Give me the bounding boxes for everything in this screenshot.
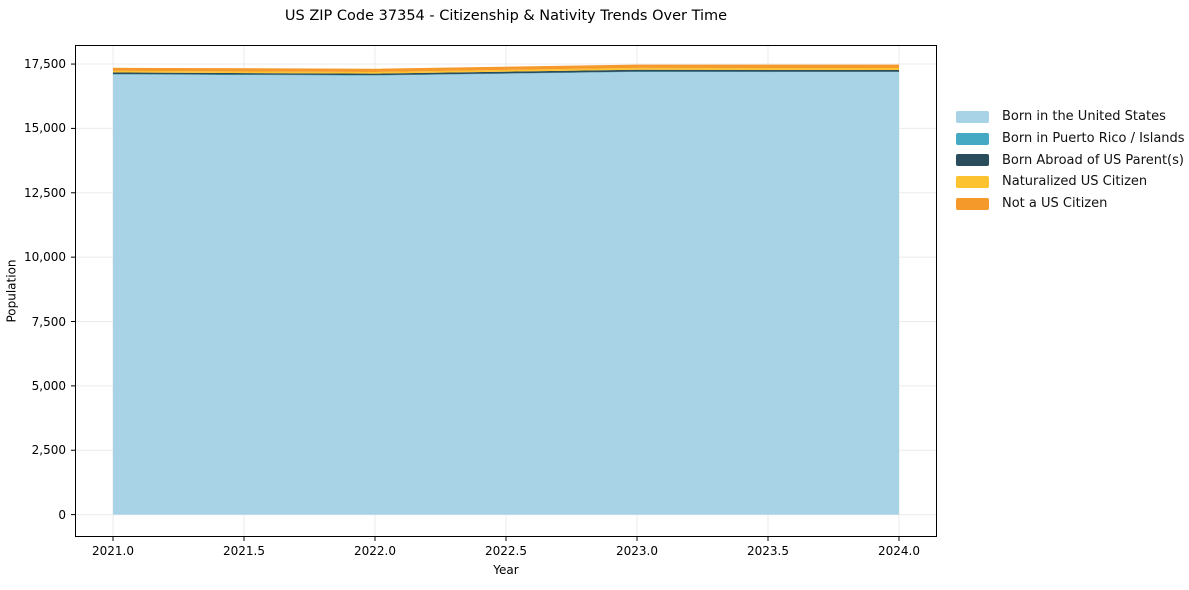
legend-swatch-puerto-rico: [956, 132, 989, 145]
x-tick-label: 2021.0: [91, 544, 134, 558]
legend-swatch-born-abroad: [956, 154, 989, 167]
legend-label: Born in the United States: [1002, 109, 1166, 125]
y-tick-label: 5,000: [31, 378, 66, 393]
legend-item: Born Abroad of US Parent(s): [956, 149, 1185, 171]
legend-item: Naturalized US Citizen: [956, 171, 1185, 193]
y-axis-label-wrap: Population: [2, 45, 22, 537]
legend-swatch-naturalized: [956, 175, 989, 188]
legend: Born in the United States Born in Puerto…: [956, 106, 1185, 214]
y-tick-label: 15,000: [24, 121, 66, 136]
stacked-area-chart: [71, 45, 937, 541]
x-tick-label: 2024.0: [878, 544, 920, 558]
x-tick-label: 2021.5: [222, 544, 265, 558]
x-tick-label: 2023.0: [616, 544, 658, 558]
y-tick-label: 10,000: [24, 250, 66, 265]
y-tick-label: 12,500: [24, 185, 66, 200]
x-tick-label: 2023.5: [747, 544, 789, 558]
legend-item: Born in Puerto Rico / Islands: [956, 128, 1185, 150]
area-series-0: [112, 72, 900, 515]
legend-label: Born Abroad of US Parent(s): [1002, 152, 1184, 168]
area-series-1: [112, 71, 900, 76]
legend-swatch-not-citizen: [956, 197, 989, 210]
legend-label: Naturalized US Citizen: [1002, 174, 1148, 190]
area-series-2: [112, 69, 900, 76]
plot-area: [71, 45, 937, 541]
y-tick-label: 2,500: [31, 443, 66, 458]
x-axis-label: Year: [493, 563, 519, 577]
legend-item: Not a US Citizen: [956, 193, 1185, 215]
y-tick-label: 0: [58, 507, 66, 522]
plot-spines: [75, 45, 937, 537]
chart-title: US ZIP Code 37354 - Citizenship & Nativi…: [284, 8, 728, 24]
legend-swatch-born-us: [956, 110, 989, 123]
x-tick-label: 2022.5: [485, 544, 527, 558]
area-series-4: [112, 64, 900, 72]
area-series-3: [112, 67, 900, 74]
y-tick-label: 7,500: [31, 314, 66, 329]
x-tick-label: 2022.0: [353, 544, 396, 558]
y-tick-label: 17,500: [24, 57, 66, 72]
legend-item: Born in the United States: [956, 106, 1185, 128]
legend-label: Not a US Citizen: [1002, 196, 1108, 212]
legend-label: Born in Puerto Rico / Islands: [1002, 131, 1185, 147]
